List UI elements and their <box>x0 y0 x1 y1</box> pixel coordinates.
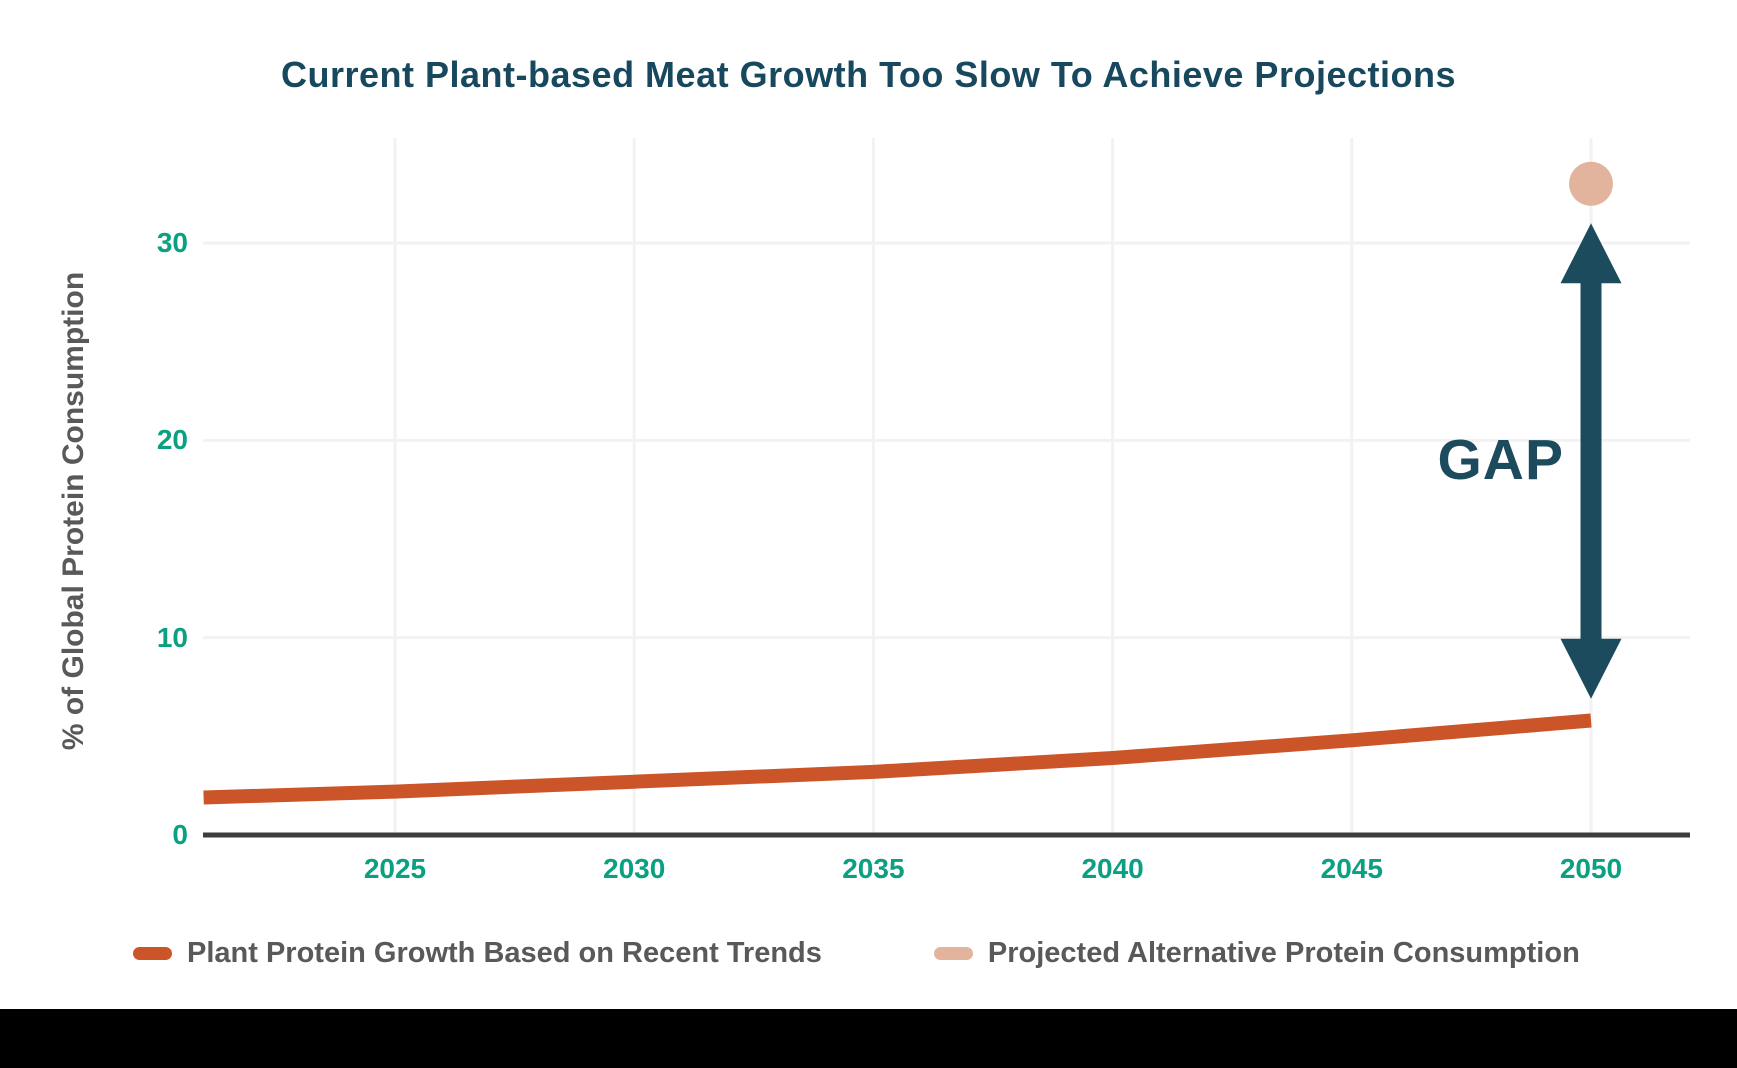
trend-line-swatch-icon <box>133 946 172 960</box>
bottom-black-bar <box>0 1009 1737 1068</box>
x-tick-label: 2030 <box>603 853 666 884</box>
y-tick-label: 0 <box>172 819 188 850</box>
y-tick-label: 10 <box>156 621 188 653</box>
chart-title: Current Plant-based Meat Growth Too Slow… <box>281 54 1456 95</box>
trend-line <box>203 713 1592 805</box>
x-tick-label: 2045 <box>1320 853 1383 884</box>
projection-dot <box>1569 161 1613 206</box>
legend: Plant Protein Growth Based on Recent Tre… <box>133 934 1580 972</box>
y-tick-label: 30 <box>156 227 188 258</box>
gap-arrow <box>1560 223 1622 699</box>
x-tick-label: 2035 <box>842 853 905 884</box>
x-tick-label: 2025 <box>363 853 427 884</box>
legend-item-label: Projected Alternative Protein Consumptio… <box>987 937 1580 969</box>
legend-item-trend: Plant Protein Growth Based on Recent Tre… <box>133 934 822 972</box>
legend-item-label: Plant Protein Growth Based on Recent Tre… <box>187 937 822 969</box>
y-tick-label: 20 <box>156 424 188 456</box>
projection-dot-swatch-icon <box>933 946 973 960</box>
x-tick-label: 2040 <box>1081 853 1144 884</box>
x-tick-label: 2050 <box>1559 853 1623 884</box>
gap-annotation-label: GAP <box>1437 428 1564 492</box>
legend-item-projection: Projected Alternative Protein Consumptio… <box>933 934 1580 972</box>
